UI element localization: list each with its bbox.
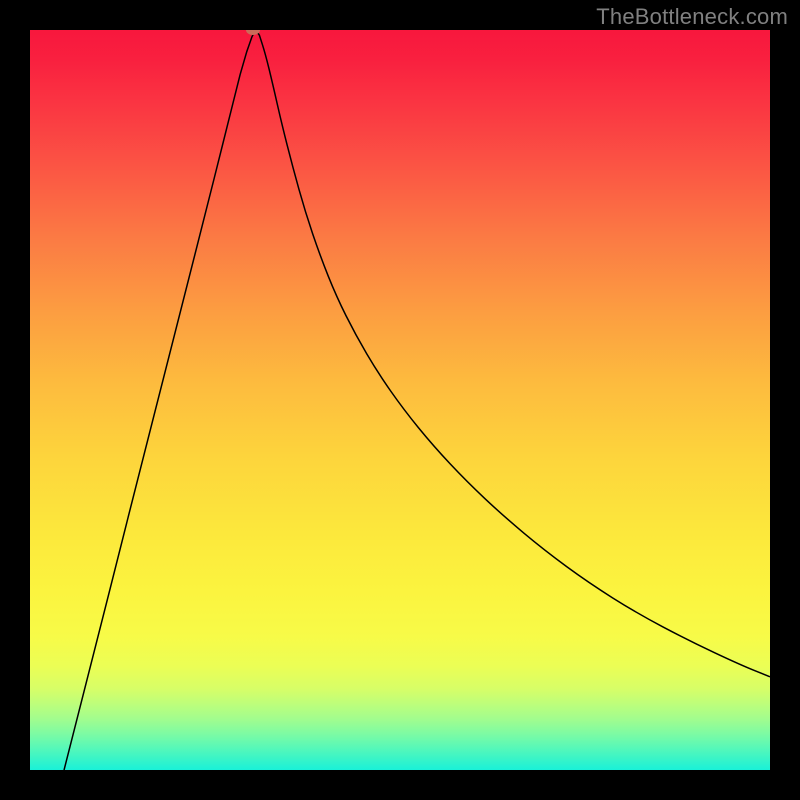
bottleneck-curve [64, 30, 770, 770]
curve-svg [30, 30, 770, 770]
plot-area [30, 30, 770, 770]
watermark-text: TheBottleneck.com [596, 4, 788, 30]
